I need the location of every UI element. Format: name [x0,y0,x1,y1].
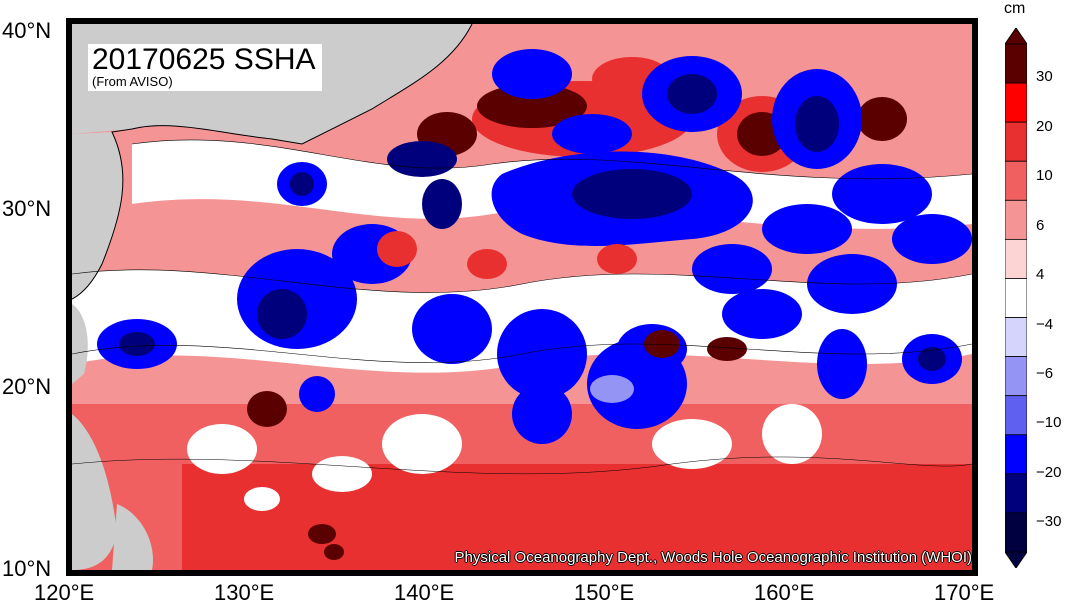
lon-label-120e: 120°E [34,580,95,605]
lat-label-30n: 30°N [2,196,52,221]
colorbar-label: 4 [1036,266,1045,283]
colorbar-segment [1005,512,1027,553]
lat-label-40n: 40°N [2,18,52,43]
ssha-map[interactable] [72,24,972,570]
ssha-field [72,24,972,570]
colorbar-segment [1005,356,1027,397]
colorbar-label: 20 [1036,118,1053,135]
lon-label-140e: 140°E [394,580,455,605]
colorbar-label: −10 [1036,414,1062,431]
lon-label-150e: 150°E [574,580,635,605]
colorbar-segment [1005,121,1027,162]
credit-text: Physical Oceanography Dept., Woods Hole … [454,549,972,566]
lon-label-130e: 130°E [214,580,275,605]
colorbar [1005,28,1027,568]
colorbar-bottom-arrow [1005,551,1027,568]
colorbar-segment [1005,434,1027,475]
colorbar-label: 10 [1036,167,1053,184]
colorbar-segment [1005,278,1027,318]
colorbar-segment [1005,82,1027,123]
colorbar-segment [1005,317,1027,358]
colorbar-label: −6 [1036,365,1054,382]
colorbar-top-arrow [1005,28,1027,45]
lat-label-10n: 10°N [2,556,52,581]
map-subtitle: (From AVISO) [92,74,173,89]
colorbar-label: 6 [1036,217,1045,234]
colorbar-segment [1005,473,1027,514]
colorbar-segment [1005,160,1027,201]
title-box: 20170625 SSHA (From AVISO) [88,44,322,91]
colorbar-unit: cm [1004,0,1026,17]
lon-label-170e: 170°E [934,580,995,605]
colorbar-label: −30 [1036,513,1062,530]
colorbar-segment [1005,43,1027,84]
colorbar-segment [1005,199,1027,240]
colorbar-segment [1005,395,1027,436]
map-title: 20170625 SSHA [92,43,316,76]
colorbar-segment [1005,238,1027,279]
colorbar-label: −4 [1036,316,1054,333]
colorbar-label: −20 [1036,464,1062,481]
lat-label-20n: 20°N [2,374,52,399]
colorbar-label: 30 [1036,68,1053,85]
lon-label-160e: 160°E [754,580,815,605]
